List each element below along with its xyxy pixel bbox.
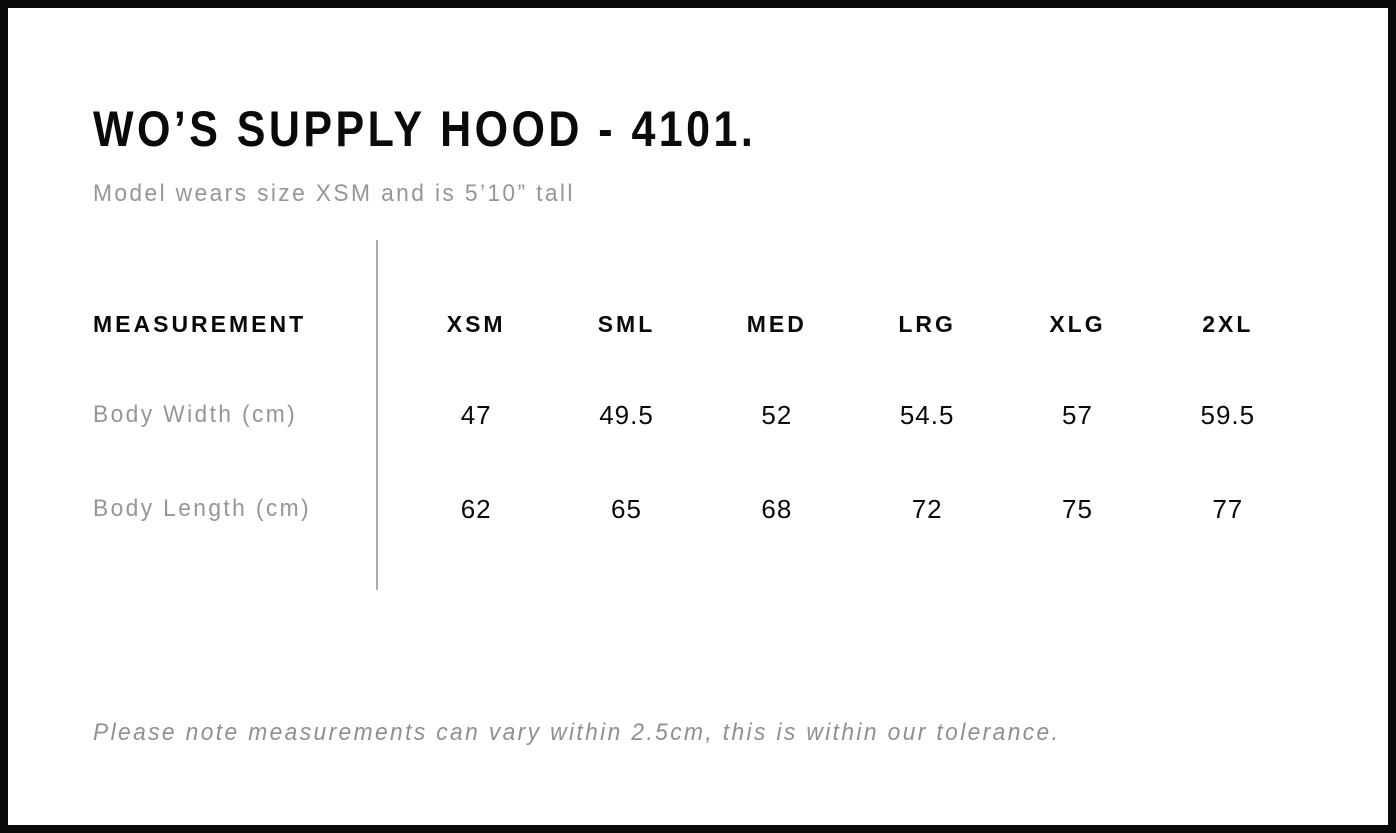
row-label: Body Length (cm) [93,495,311,522]
size-column-header-sml: SML [597,310,656,337]
model-size-note: Model wears size XSM and is 5’10” tall [93,180,575,207]
size-value-cell: 72 [911,493,943,524]
size-column-header-xsm: XSM [446,310,506,337]
size-value-cell: 57 [1062,399,1093,430]
size-value-cell: 75 [1062,493,1093,524]
size-value-cell: 62 [460,493,492,524]
size-value-cell: 54.5 [899,399,955,430]
size-column-header-med: MED [746,310,807,337]
size-value-cell: 59.5 [1200,399,1256,430]
size-column-header-lrg: LRG [898,310,956,337]
column-divider [376,240,378,590]
table-row-body-length: Body Length (cm) 62 65 68 72 75 77 [93,493,1303,524]
product-title: WO’S SUPPLY HOOD - 4101. [93,101,757,157]
size-table: MEASUREMENT XSM SML MED LRG XLG 2XL Body… [93,240,1303,590]
size-value-cell: 52 [761,399,793,430]
size-value-cell: 77 [1212,493,1244,524]
measurement-column-header: MEASUREMENT [93,310,307,337]
size-value-cell: 47 [460,399,492,430]
size-table-header-row: MEASUREMENT XSM SML MED LRG XLG 2XL [93,310,1303,337]
size-value-cell: 49.5 [599,399,654,430]
size-value-cell: 65 [611,493,642,524]
table-row-body-width: Body Width (cm) 47 49.5 52 54.5 57 59.5 [93,399,1303,430]
size-column-header-2xl: 2XL [1202,310,1254,337]
size-column-header-xlg: XLG [1049,310,1106,337]
row-label: Body Width (cm) [93,401,298,428]
tolerance-note: Please note measurements can vary within… [93,719,1061,746]
size-value-cell: 68 [761,493,793,524]
